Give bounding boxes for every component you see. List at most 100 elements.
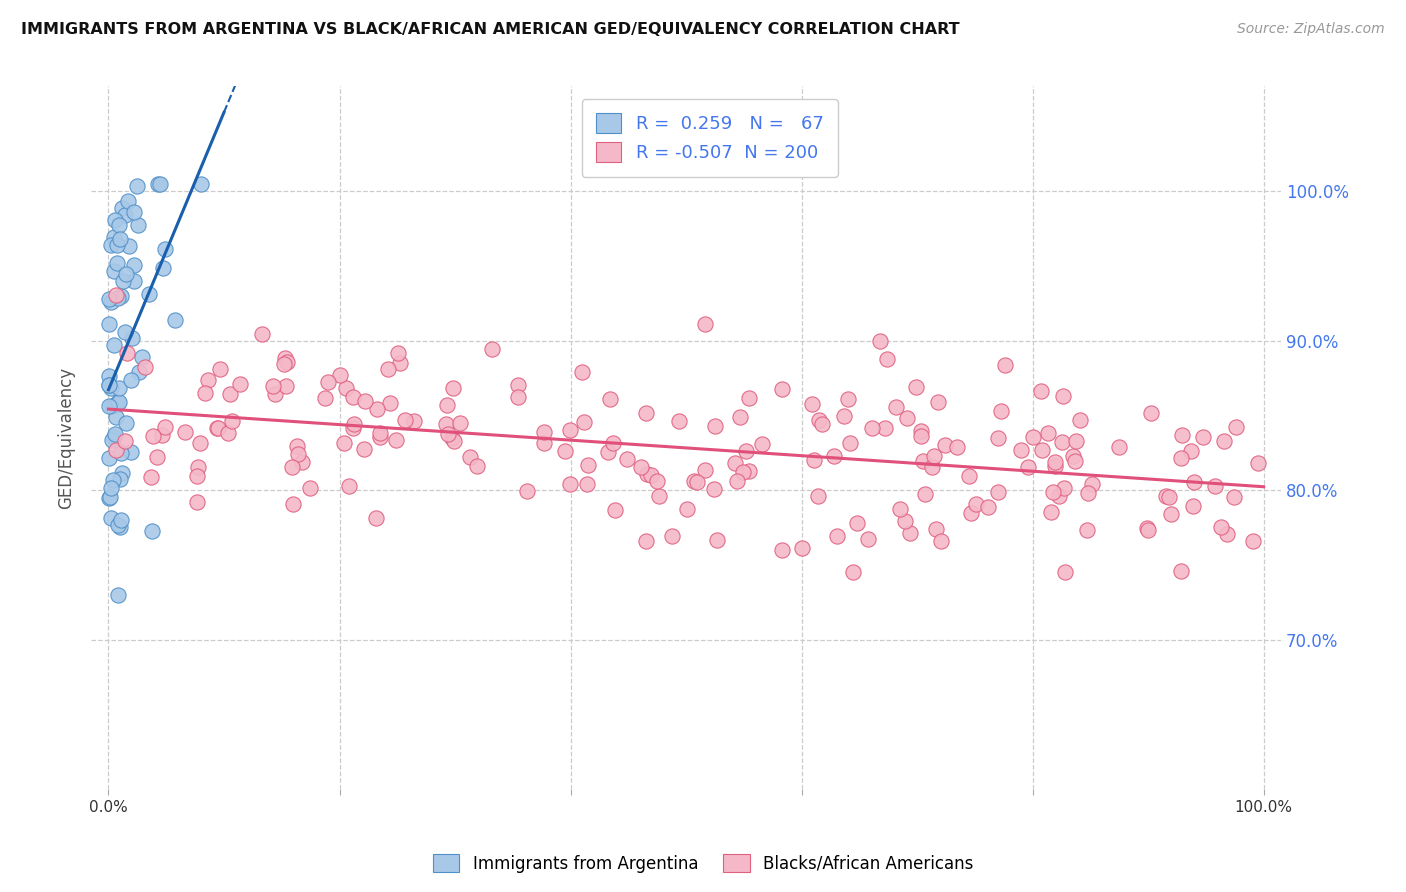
Point: [197, 373, 219, 387]
Point: [188, 436, 211, 450]
Point: [108, 218, 131, 232]
Point: [924, 450, 946, 464]
Point: [107, 291, 129, 305]
Point: [128, 365, 150, 379]
Point: [353, 442, 375, 457]
Point: [1017, 459, 1039, 474]
Point: [770, 382, 793, 396]
Point: [856, 532, 879, 546]
Point: [1029, 384, 1052, 398]
Point: [800, 397, 823, 411]
Point: [98, 491, 121, 505]
Point: [100, 400, 122, 414]
Point: [957, 469, 980, 483]
Point: [105, 442, 128, 457]
Point: [738, 464, 761, 478]
Point: [571, 366, 593, 380]
Text: IMMIGRANTS FROM ARGENTINA VS BLACK/AFRICAN AMERICAN GED/EQUIVALENCY CORRELATION : IMMIGRANTS FROM ARGENTINA VS BLACK/AFRIC…: [21, 22, 960, 37]
Point: [1247, 456, 1270, 470]
Point: [1135, 521, 1157, 535]
Point: [337, 479, 360, 493]
Point: [1069, 413, 1091, 427]
Point: [366, 401, 388, 416]
Point: [912, 453, 935, 467]
Point: [186, 468, 208, 483]
Point: [1222, 490, 1244, 504]
Point: [229, 376, 252, 391]
Point: [683, 474, 706, 488]
Point: [100, 294, 122, 309]
Point: [792, 541, 814, 556]
Point: [910, 429, 932, 443]
Point: [298, 482, 321, 496]
Point: [693, 463, 716, 477]
Point: [103, 338, 125, 352]
Point: [1225, 420, 1247, 434]
Point: [291, 455, 314, 469]
Point: [575, 476, 598, 491]
Point: [110, 232, 132, 246]
Point: [105, 238, 128, 252]
Point: [675, 501, 697, 516]
Point: [108, 520, 131, 534]
Point: [263, 387, 285, 401]
Point: [115, 346, 138, 360]
Point: [706, 533, 728, 547]
Point: [661, 529, 683, 543]
Point: [770, 542, 793, 557]
Point: [441, 431, 464, 445]
Point: [138, 287, 160, 301]
Point: [803, 453, 825, 467]
Point: [558, 477, 581, 491]
Point: [725, 474, 748, 488]
Point: [207, 421, 229, 435]
Point: [394, 413, 416, 427]
Point: [1042, 485, 1064, 500]
Point: [114, 326, 136, 340]
Point: [145, 450, 167, 464]
Point: [280, 459, 302, 474]
Point: [832, 409, 855, 424]
Point: [387, 346, 409, 360]
Point: [283, 497, 305, 511]
Point: [602, 436, 624, 450]
Point: [630, 460, 652, 475]
Point: [434, 417, 457, 431]
Point: [934, 437, 956, 451]
Point: [533, 425, 555, 439]
Point: [378, 396, 401, 410]
Point: [122, 205, 145, 219]
Point: [110, 513, 132, 527]
Point: [1180, 443, 1202, 458]
Point: [287, 447, 309, 461]
Point: [703, 483, 725, 497]
Point: [686, 475, 709, 489]
Point: [990, 404, 1012, 418]
Point: [1076, 523, 1098, 537]
Point: [751, 437, 773, 451]
Point: [735, 444, 758, 458]
Point: [1043, 459, 1066, 474]
Point: [449, 417, 471, 431]
Point: [1062, 449, 1084, 463]
Point: [572, 415, 595, 429]
Point: [101, 473, 124, 487]
Point: [112, 274, 135, 288]
Point: [1137, 523, 1160, 537]
Point: [807, 489, 830, 503]
Point: [965, 497, 987, 511]
Point: [389, 356, 412, 370]
Point: [636, 406, 658, 420]
Point: [724, 456, 747, 470]
Point: [1160, 507, 1182, 521]
Point: [1081, 476, 1104, 491]
Point: [884, 400, 907, 414]
Y-axis label: GED/Equivalency: GED/Equivalency: [58, 367, 75, 508]
Point: [1043, 455, 1066, 469]
Point: [1241, 534, 1264, 549]
Text: Source: ZipAtlas.com: Source: ZipAtlas.com: [1237, 22, 1385, 37]
Point: [648, 489, 671, 503]
Point: [108, 395, 131, 409]
Point: [946, 440, 969, 454]
Point: [187, 459, 209, 474]
